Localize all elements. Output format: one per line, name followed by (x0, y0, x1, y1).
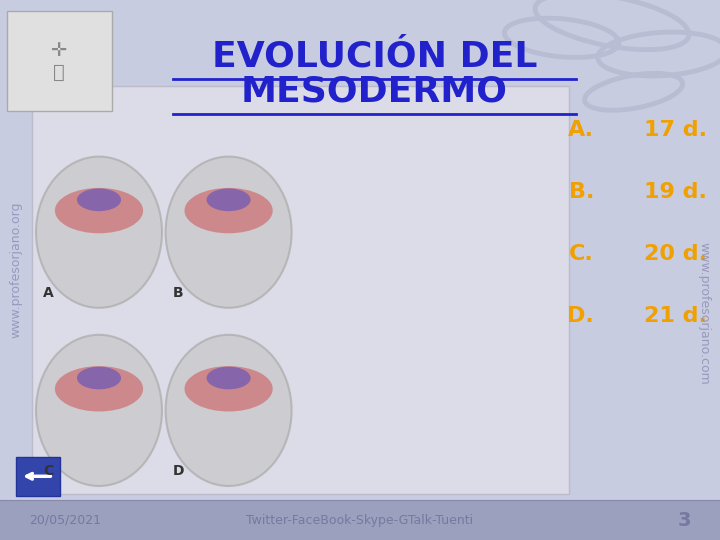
Text: D: D (173, 464, 184, 478)
Bar (16, 457, 60, 496)
Bar (7, 11, 112, 111)
Text: A.: A. (568, 119, 594, 140)
Ellipse shape (184, 188, 273, 233)
Bar (32, 86, 569, 494)
Text: ✛
👁: ✛ 👁 (51, 40, 67, 82)
Text: www.profesorjano.com: www.profesorjano.com (698, 242, 711, 384)
Text: C.: C. (570, 244, 594, 264)
Text: 20 d.: 20 d. (644, 244, 707, 264)
Text: Twitter-FaceBook-Skype-GTalk-Tuenti: Twitter-FaceBook-Skype-GTalk-Tuenti (246, 514, 474, 526)
Text: D.: D. (567, 306, 594, 326)
Text: 21 d.: 21 d. (644, 306, 707, 326)
Text: 3: 3 (678, 510, 691, 530)
Text: www.profesorjano.org: www.profesorjano.org (9, 202, 22, 338)
Ellipse shape (55, 188, 143, 233)
Ellipse shape (207, 188, 251, 211)
Text: B.: B. (569, 181, 594, 202)
Ellipse shape (36, 335, 162, 486)
Text: 20/05/2021: 20/05/2021 (29, 514, 101, 526)
Text: C: C (43, 464, 53, 478)
Text: MESODERMO: MESODERMO (241, 75, 508, 109)
Text: 19 d.: 19 d. (644, 181, 707, 202)
Ellipse shape (36, 157, 162, 308)
Ellipse shape (207, 367, 251, 389)
Text: 17 d.: 17 d. (644, 119, 707, 140)
Ellipse shape (166, 157, 292, 308)
Ellipse shape (77, 188, 121, 211)
Ellipse shape (55, 366, 143, 411)
Bar (0, 500, 720, 540)
Ellipse shape (166, 335, 292, 486)
Ellipse shape (77, 367, 121, 389)
Ellipse shape (184, 366, 273, 411)
Text: EVOLUCIÓN DEL: EVOLUCIÓN DEL (212, 40, 537, 73)
Text: B: B (173, 286, 184, 300)
Text: A: A (43, 286, 54, 300)
